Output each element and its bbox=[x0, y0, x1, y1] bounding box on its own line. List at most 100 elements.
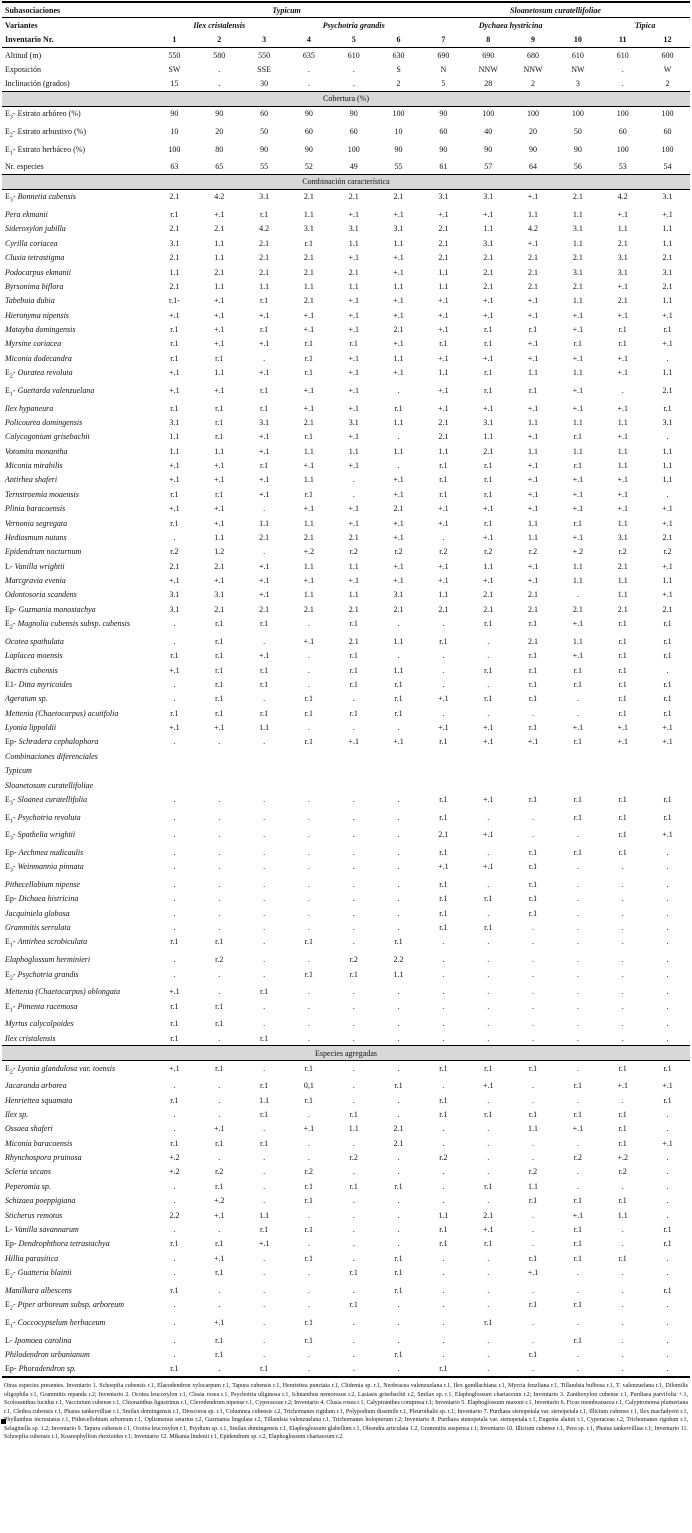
value-cell: . bbox=[621, 1364, 624, 1374]
value-cell: 1.1 bbox=[303, 475, 314, 485]
value-cell: 1.1 bbox=[483, 561, 494, 571]
species-row: Matayba domingensis r.1 +.1 r.1 +.1 +.1 2.1 +.1… bbox=[2, 322, 690, 336]
value-cell: r.1 bbox=[170, 325, 179, 335]
value-cell: +.1 bbox=[303, 385, 315, 395]
value-cell: . bbox=[666, 489, 669, 499]
value-cell: 2.1 bbox=[662, 604, 673, 614]
value-cell: +.1 bbox=[303, 325, 315, 335]
value-cell: 2.1 bbox=[483, 253, 494, 263]
value-cell: NW bbox=[571, 65, 585, 75]
value-cell: r.1 bbox=[618, 636, 627, 646]
value-cell: . bbox=[666, 937, 669, 947]
species-row: Nr. especies 63 65 55 52 49 55 61 57 64 56 53 54 bbox=[2, 160, 690, 175]
value-cell: . bbox=[397, 794, 400, 804]
value-cell: r.2 bbox=[528, 1167, 538, 1177]
value-cell: . bbox=[487, 1349, 490, 1359]
species-row: Tabebuia dubia r.1- +.1 r.1 2.1 +.1 +.1 +.1 +.1 +… bbox=[2, 294, 690, 308]
value-cell: +.1 bbox=[662, 561, 673, 571]
value-cell: +.1 bbox=[482, 310, 494, 320]
value-cell: 1.1 bbox=[214, 446, 225, 456]
value-cell: 1.1 bbox=[572, 446, 583, 456]
value-cell: r.1 bbox=[528, 325, 538, 335]
species-row: E2- Piper arboreum subsp. arboreum.... r.… bbox=[2, 1298, 690, 1316]
value-cell: r.1 bbox=[304, 708, 314, 718]
value-cell: +.1 bbox=[572, 475, 584, 485]
value-cell: 630 bbox=[392, 50, 405, 60]
value-cell: . bbox=[576, 1138, 579, 1148]
value-cell: r.1 bbox=[573, 847, 582, 857]
value-cell: r.1 bbox=[259, 1224, 269, 1234]
value-cell: . bbox=[263, 547, 266, 557]
value-cell: r.1 bbox=[304, 937, 314, 947]
value-cell: 2.1 bbox=[483, 604, 494, 614]
value-cell: . bbox=[307, 879, 310, 889]
value-cell: 3.1 bbox=[259, 192, 270, 202]
value-cell: 635 bbox=[302, 50, 315, 60]
value-cell: +.1 bbox=[572, 325, 584, 335]
value-cell: . bbox=[666, 432, 669, 442]
species-row: Hediosmum nutans. 1.1 2.1 2.1 2.1 +.1. +.1 1.1 +… bbox=[2, 530, 690, 544]
value-cell: r.1 bbox=[215, 1001, 224, 1011]
value-cell: . bbox=[621, 65, 624, 75]
value-cell: +.1 bbox=[572, 310, 584, 320]
value-cell: NNW bbox=[523, 65, 543, 75]
value-cell: +.1 bbox=[303, 504, 315, 514]
value-cell: +.1 bbox=[258, 310, 270, 320]
value-cell: 2.1 bbox=[214, 224, 225, 234]
value-cell: 2.2 bbox=[169, 1210, 180, 1220]
subassociations-row: Subasociaciones Typicum Sloanetosum cura… bbox=[2, 2, 690, 19]
value-cell: +.1 bbox=[572, 489, 584, 499]
value-cell: 8 bbox=[465, 32, 511, 49]
value-cell: . bbox=[442, 1033, 445, 1043]
row-label: Miconia mirabilis bbox=[5, 461, 63, 470]
row-label: E3- Sloanea curatellifolia bbox=[5, 794, 88, 807]
value-cell: r.1 bbox=[439, 794, 448, 804]
value-cell: 1.1 bbox=[214, 532, 225, 542]
value-cell: r.1 bbox=[215, 1019, 224, 1029]
value-cell: . bbox=[576, 1095, 579, 1105]
species-row: Lyonia lippoldii +.1 +.1 1.1... +.1 +.1 r.1 +.1… bbox=[2, 720, 690, 734]
value-cell: 3.1 bbox=[169, 238, 180, 248]
value-cell: 1.1 bbox=[572, 368, 583, 378]
value-cell: . bbox=[173, 737, 176, 747]
value-cell: . bbox=[621, 1019, 624, 1029]
value-cell: +.1 bbox=[662, 1138, 673, 1148]
species-row: Vernonia segregata r.1 +.1 1.1 1.1 +.1 +.1 +.1 r… bbox=[2, 516, 690, 530]
value-cell: r.1 bbox=[439, 847, 448, 857]
value-cell: 1.1 bbox=[662, 296, 673, 306]
value-cell: r.1 bbox=[663, 1239, 672, 1249]
value-cell: r.1 bbox=[394, 1253, 403, 1263]
value-cell: r.1 bbox=[618, 679, 627, 689]
value-cell: . bbox=[352, 475, 355, 485]
value-cell: +.1 bbox=[303, 461, 315, 470]
value-cell: . bbox=[576, 708, 579, 718]
value-cell: +.1 bbox=[213, 210, 225, 220]
value-cell: r.1 bbox=[663, 1224, 672, 1234]
value-cell: r.2 bbox=[573, 1153, 582, 1163]
section-band: Combinación característica bbox=[2, 174, 690, 190]
species-row: Henriettea squamata r.1. 1.1 r.1.. r.1.... r.… bbox=[2, 1093, 690, 1107]
row-label: E3- Estrato arbóreo (%) bbox=[5, 109, 81, 121]
value-cell: 1.1 bbox=[348, 446, 359, 456]
value-cell: . bbox=[621, 1033, 624, 1043]
value-cell: . bbox=[352, 65, 355, 75]
value-cell: r.1 bbox=[484, 1109, 493, 1119]
species-row: Schizaea poeppigiana. +.2. r.1.... r.1 r.1 r.… bbox=[2, 1194, 690, 1208]
value-cell: r.1 bbox=[618, 694, 627, 704]
species-row: Laplacea moensis r.1 r.1 +.1. r.1... r.1 +.1 r.… bbox=[2, 649, 690, 663]
value-cell: . bbox=[263, 1063, 266, 1073]
value-cell: . bbox=[576, 1033, 579, 1043]
value-cell: 52 bbox=[304, 162, 313, 172]
value-cell: . bbox=[352, 987, 355, 997]
value-cell: r.1 bbox=[618, 812, 627, 822]
value-cell: . bbox=[487, 1285, 490, 1295]
species-row: L- Ipomoea carolina. r.1. r.1..... r.1.. bbox=[2, 1333, 690, 1347]
value-cell: +.2 bbox=[169, 1167, 180, 1177]
value-cell: 10 bbox=[555, 32, 601, 49]
value-cell: +.1 bbox=[258, 651, 270, 661]
value-cell: r.1 bbox=[618, 1138, 627, 1148]
value-cell: 12 bbox=[645, 32, 690, 49]
value-cell: . bbox=[621, 1239, 624, 1249]
value-cell: r.1 bbox=[573, 1109, 582, 1119]
species-row: Calycogonium grisebachii 1.1 r.1 +.1 r.1 +.1.… bbox=[2, 430, 690, 444]
